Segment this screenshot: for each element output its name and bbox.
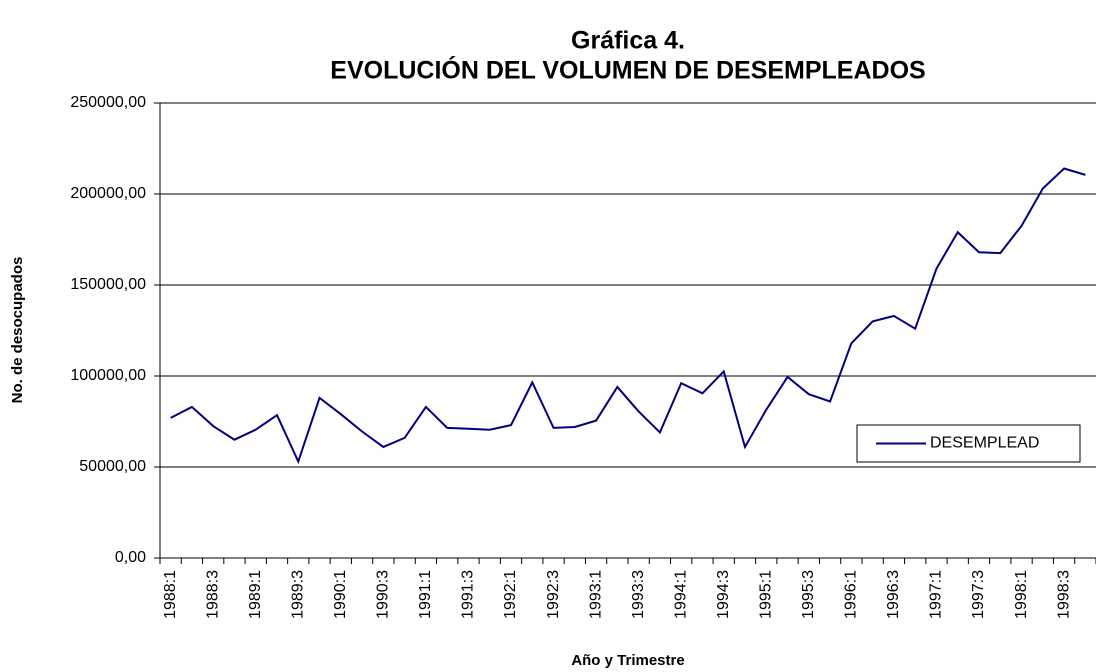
x-tick-label: 1998:3 bbox=[1055, 570, 1072, 619]
x-tick-label: 1994:1 bbox=[672, 570, 689, 619]
x-tick-label: 1991:3 bbox=[460, 570, 477, 619]
y-tick-label: 100000,00 bbox=[70, 367, 146, 384]
x-tick-label: 1996:3 bbox=[885, 570, 902, 619]
legend-label: DESEMPLEAD bbox=[930, 435, 1039, 452]
x-tick-label: 1992:1 bbox=[502, 570, 519, 619]
x-tick-label: 1996:1 bbox=[843, 570, 860, 619]
y-tick-label: 200000,00 bbox=[70, 185, 146, 202]
x-tick-label: 1989:3 bbox=[289, 570, 306, 619]
y-tick-label: 50000,00 bbox=[79, 458, 146, 475]
chart-subtitle: EVOLUCIÓN DEL VOLUMEN DE DESEMPLEADOS bbox=[330, 55, 925, 85]
x-tick-label: 1994:3 bbox=[715, 570, 732, 619]
x-tick-label: 1995:3 bbox=[800, 570, 817, 619]
x-tick-label: 1988:3 bbox=[204, 570, 221, 619]
y-tick-label: 250000,00 bbox=[70, 94, 146, 111]
x-tick-label: 1988:1 bbox=[162, 570, 179, 619]
x-axis-title: Año y Trimestre bbox=[571, 652, 684, 669]
y-tick-label: 150000,00 bbox=[70, 276, 146, 293]
x-tick-label: 1991:1 bbox=[417, 570, 434, 619]
data-line bbox=[170, 167, 1086, 465]
x-tick-label: 1993:1 bbox=[587, 570, 604, 619]
x-tick-label: 1989:1 bbox=[247, 570, 264, 619]
y-axis-title: No. de desocupados bbox=[9, 257, 26, 404]
y-tick-label: 0,00 bbox=[115, 549, 146, 566]
x-tick-label: 1990:3 bbox=[375, 570, 392, 619]
x-tick-label: 1990:1 bbox=[332, 570, 349, 619]
x-tick-label: 1997:3 bbox=[970, 570, 987, 619]
x-tick-label: 1993:3 bbox=[630, 570, 647, 619]
x-tick-label: 1995:1 bbox=[757, 570, 774, 619]
x-tick-label: 1992:3 bbox=[545, 570, 562, 619]
chart-title: Gráfica 4. bbox=[571, 27, 685, 55]
x-tick-label: 1998:1 bbox=[1013, 570, 1030, 619]
x-tick-label: 1997:1 bbox=[928, 570, 945, 619]
